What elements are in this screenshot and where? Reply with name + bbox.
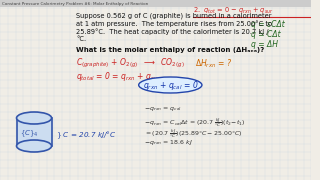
Text: at 1 atm pressure.  The temperature rises from 25.00°C to: at 1 atm pressure. The temperature rises…	[76, 20, 272, 27]
Polygon shape	[17, 118, 52, 146]
Text: 2.  $q_{tot}$ = 0 $-$ $q_{rxn}$ + $q_{sur}$: 2. $q_{tot}$ = 0 $-$ $q_{rxn}$ + $q_{sur…	[193, 6, 273, 16]
Text: Suppose 0.562 g of C (graphite) is burned in a calorimeter: Suppose 0.562 g of C (graphite) is burne…	[76, 12, 271, 19]
Text: $q_{rxn}$ + $q_{cal}$ = 0: $q_{rxn}$ + $q_{cal}$ = 0	[142, 78, 198, 91]
Text: $\}$ C = 20.7 kJ/°C: $\}$ C = 20.7 kJ/°C	[56, 129, 117, 141]
Text: $-q_{rxn}$ = $18.6\ kJ$: $-q_{rxn}$ = $18.6\ kJ$	[144, 138, 193, 147]
Text: $C_{(graphite)}$ + $O_2$$_{(g)}$  $\longrightarrow$  $CO_2$$_{(g)}$: $C_{(graphite)}$ + $O_2$$_{(g)}$ $\longr…	[76, 57, 185, 70]
Ellipse shape	[17, 112, 52, 124]
Text: Constant Pressure Calorimetry Problem #6: Molar Enthalpy of Reaction: Constant Pressure Calorimetry Problem #6…	[2, 1, 148, 6]
Text: q = εCΔt: q = εCΔt	[251, 20, 285, 29]
Text: What is the molar enthalpy of reaction (ΔHₐₑₐ)?: What is the molar enthalpy of reaction (…	[76, 47, 264, 53]
Text: q = CΔt: q = CΔt	[251, 30, 281, 39]
FancyBboxPatch shape	[0, 0, 311, 7]
Text: $q_{total}$ = 0 = $q_{rxn}$ + $q_{sur}$: $q_{total}$ = 0 = $q_{rxn}$ + $q_{sur}$	[76, 70, 161, 83]
Text: q = ΔH: q = ΔH	[251, 40, 278, 49]
Text: $-q_{rxn}$ = $C_{cal}\Delta t$ = $(20.7\ \frac{kJ}{°C})(t_2\!-\!t_1)$: $-q_{rxn}$ = $C_{cal}\Delta t$ = $(20.7\…	[144, 116, 245, 129]
Text: °C.: °C.	[76, 36, 86, 42]
Text: $= (20.7\ \frac{kJ}{°C})(25.89°C - 25.00°C)$: $= (20.7\ \frac{kJ}{°C})(25.89°C - 25.00…	[144, 127, 243, 140]
Text: $\{C\}_4$: $\{C\}_4$	[20, 129, 38, 139]
Text: 25.89°C.  The heat capacity of the calorimeter is 20.7 kJ /: 25.89°C. The heat capacity of the calori…	[76, 28, 268, 35]
Text: $-q_{rxn}$ = $q_{cal}$: $-q_{rxn}$ = $q_{cal}$	[144, 105, 182, 113]
Ellipse shape	[139, 77, 202, 93]
Text: $\Delta H_{rxn}$ = ?: $\Delta H_{rxn}$ = ?	[195, 57, 232, 69]
Ellipse shape	[17, 140, 52, 152]
